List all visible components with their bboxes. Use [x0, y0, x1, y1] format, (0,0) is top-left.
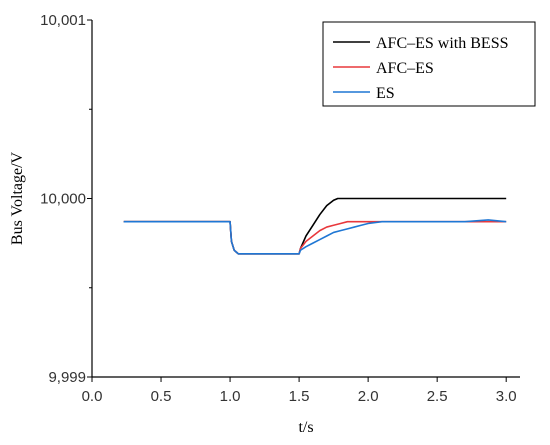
y-axis-title: Bus Voltage/V — [9, 151, 26, 245]
y-tick-label: 10,001 — [40, 12, 86, 29]
series-layer — [123, 197, 507, 255]
x-tick-label: 1.5 — [289, 388, 310, 405]
legend-label-2: ES — [376, 85, 395, 102]
x-tick-label: 2.5 — [427, 388, 448, 405]
x-tick-label: 3.0 — [496, 388, 517, 405]
x-tick-label: 0.5 — [151, 388, 172, 405]
y-tick-label: 9,999 — [48, 369, 86, 386]
x-tick-label: 2.0 — [358, 388, 379, 405]
series-line-1 — [123, 220, 507, 255]
x-axis-title: t/s — [298, 419, 313, 436]
y-tick-label: 10,000 — [40, 191, 86, 208]
series-line-0 — [123, 197, 507, 255]
x-tick-label: 0.0 — [82, 388, 103, 405]
x-tick-label: 1.0 — [220, 388, 241, 405]
legend-label-1: AFC–ES — [376, 60, 434, 77]
legend: AFC–ES with BESS AFC–ES ES — [322, 21, 536, 107]
ticks-layer: 0.0 0.5 1.0 1.5 2.0 2.5 3.0 9,999 10,000 10,001 — [40, 12, 517, 405]
legend-label-0: AFC–ES with BESS — [376, 35, 508, 52]
series-line-2 — [123, 219, 507, 255]
